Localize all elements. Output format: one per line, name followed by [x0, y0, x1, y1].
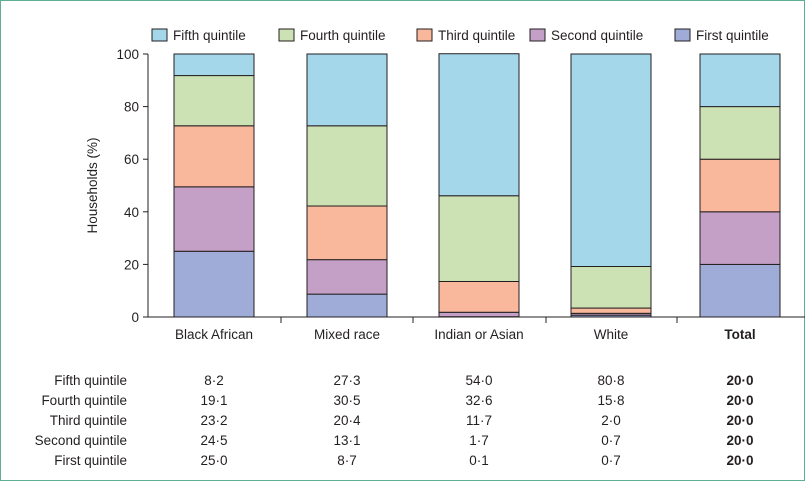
bar-segment-fifth-quintile [439, 54, 519, 196]
table-row-label: First quintile [54, 453, 127, 468]
bar-segment-fifth-quintile [307, 54, 387, 126]
bar-segment-fifth-quintile [571, 54, 651, 267]
legend-label-third-quintile: Third quintile [438, 28, 515, 43]
table-value: 0·1 [469, 453, 489, 468]
y-tick-label: 60 [124, 152, 139, 167]
table-row-label: Fourth quintile [41, 393, 127, 408]
bar-segment-third-quintile [307, 206, 387, 260]
bar-segment-fifth-quintile [174, 54, 254, 76]
table-value: 1·7 [469, 433, 489, 448]
bar-segment-second-quintile [700, 212, 780, 265]
legend-swatch-second-quintile [530, 29, 545, 41]
bar-segment-third-quintile [439, 281, 519, 312]
x-tick-label: Black African [175, 327, 253, 342]
bar-segment-fourth-quintile [307, 126, 387, 206]
bar-segment-first-quintile [307, 294, 387, 317]
table-row-label: Fifth quintile [54, 373, 127, 388]
bar-segment-fourth-quintile [700, 107, 780, 160]
table-value: 15·8 [597, 393, 624, 408]
bar-segment-first-quintile [700, 264, 780, 317]
table-value: 13·1 [333, 433, 360, 448]
table-value: 8·2 [204, 373, 224, 388]
table-value: 54·0 [465, 373, 492, 388]
bar-segment-third-quintile [700, 159, 780, 212]
bar-segment-fourth-quintile [571, 267, 651, 309]
legend-swatch-fourth-quintile [279, 29, 294, 41]
y-tick-label: 40 [124, 205, 139, 220]
table-value: 32·6 [465, 393, 492, 408]
table-value: 8·7 [337, 453, 357, 468]
bar-segment-fourth-quintile [439, 196, 519, 282]
table-value: 20·0 [726, 393, 753, 408]
bar-segment-fifth-quintile [700, 54, 780, 107]
table-value: 19·1 [200, 393, 227, 408]
table-value: 24·5 [200, 433, 227, 448]
x-tick-label: Total [724, 327, 755, 342]
legend-label-fifth-quintile: Fifth quintile [173, 28, 246, 43]
legend-swatch-fifth-quintile [152, 29, 167, 41]
x-tick-label: White [594, 327, 629, 342]
y-axis-title: Households (%) [85, 137, 100, 233]
table-value: 0·7 [601, 453, 621, 468]
table-value: 20·0 [726, 373, 753, 388]
legend-label-fourth-quintile: Fourth quintile [300, 28, 386, 43]
table-value: 20·0 [726, 453, 753, 468]
y-tick-label: 0 [131, 310, 139, 325]
table-value: 20·0 [726, 413, 753, 428]
bar-segment-third-quintile [571, 308, 651, 313]
table-value: 25·0 [200, 453, 227, 468]
table-value: 20·0 [726, 433, 753, 448]
table-value: 80·8 [597, 373, 624, 388]
bar-segment-second-quintile [174, 187, 254, 251]
legend-swatch-third-quintile [417, 29, 432, 41]
table-row-label: Third quintile [50, 413, 127, 428]
y-tick-label: 80 [124, 100, 139, 115]
y-tick-label: 20 [124, 257, 139, 272]
bar-segment-fourth-quintile [174, 76, 254, 126]
table-value: 2·0 [601, 413, 621, 428]
table-value: 27·3 [333, 373, 360, 388]
table-value: 30·5 [333, 393, 360, 408]
legend-label-second-quintile: Second quintile [551, 28, 643, 43]
bar-segment-third-quintile [174, 126, 254, 187]
x-tick-label: Mixed race [314, 327, 380, 342]
legend-swatch-first-quintile [675, 29, 690, 41]
table-row-label: Second quintile [35, 433, 127, 448]
table-value: 11·7 [466, 413, 492, 428]
x-tick-label: Indian or Asian [434, 327, 523, 342]
table-value: 0·7 [601, 433, 621, 448]
y-tick-label: 100 [116, 47, 139, 62]
bar-segment-first-quintile [174, 251, 254, 317]
bar-segment-second-quintile [307, 260, 387, 294]
table-value: 20·4 [333, 413, 361, 428]
table-value: 23·2 [200, 413, 227, 428]
bar-segment-second-quintile [439, 312, 519, 316]
legend-label-first-quintile: First quintile [696, 28, 769, 43]
